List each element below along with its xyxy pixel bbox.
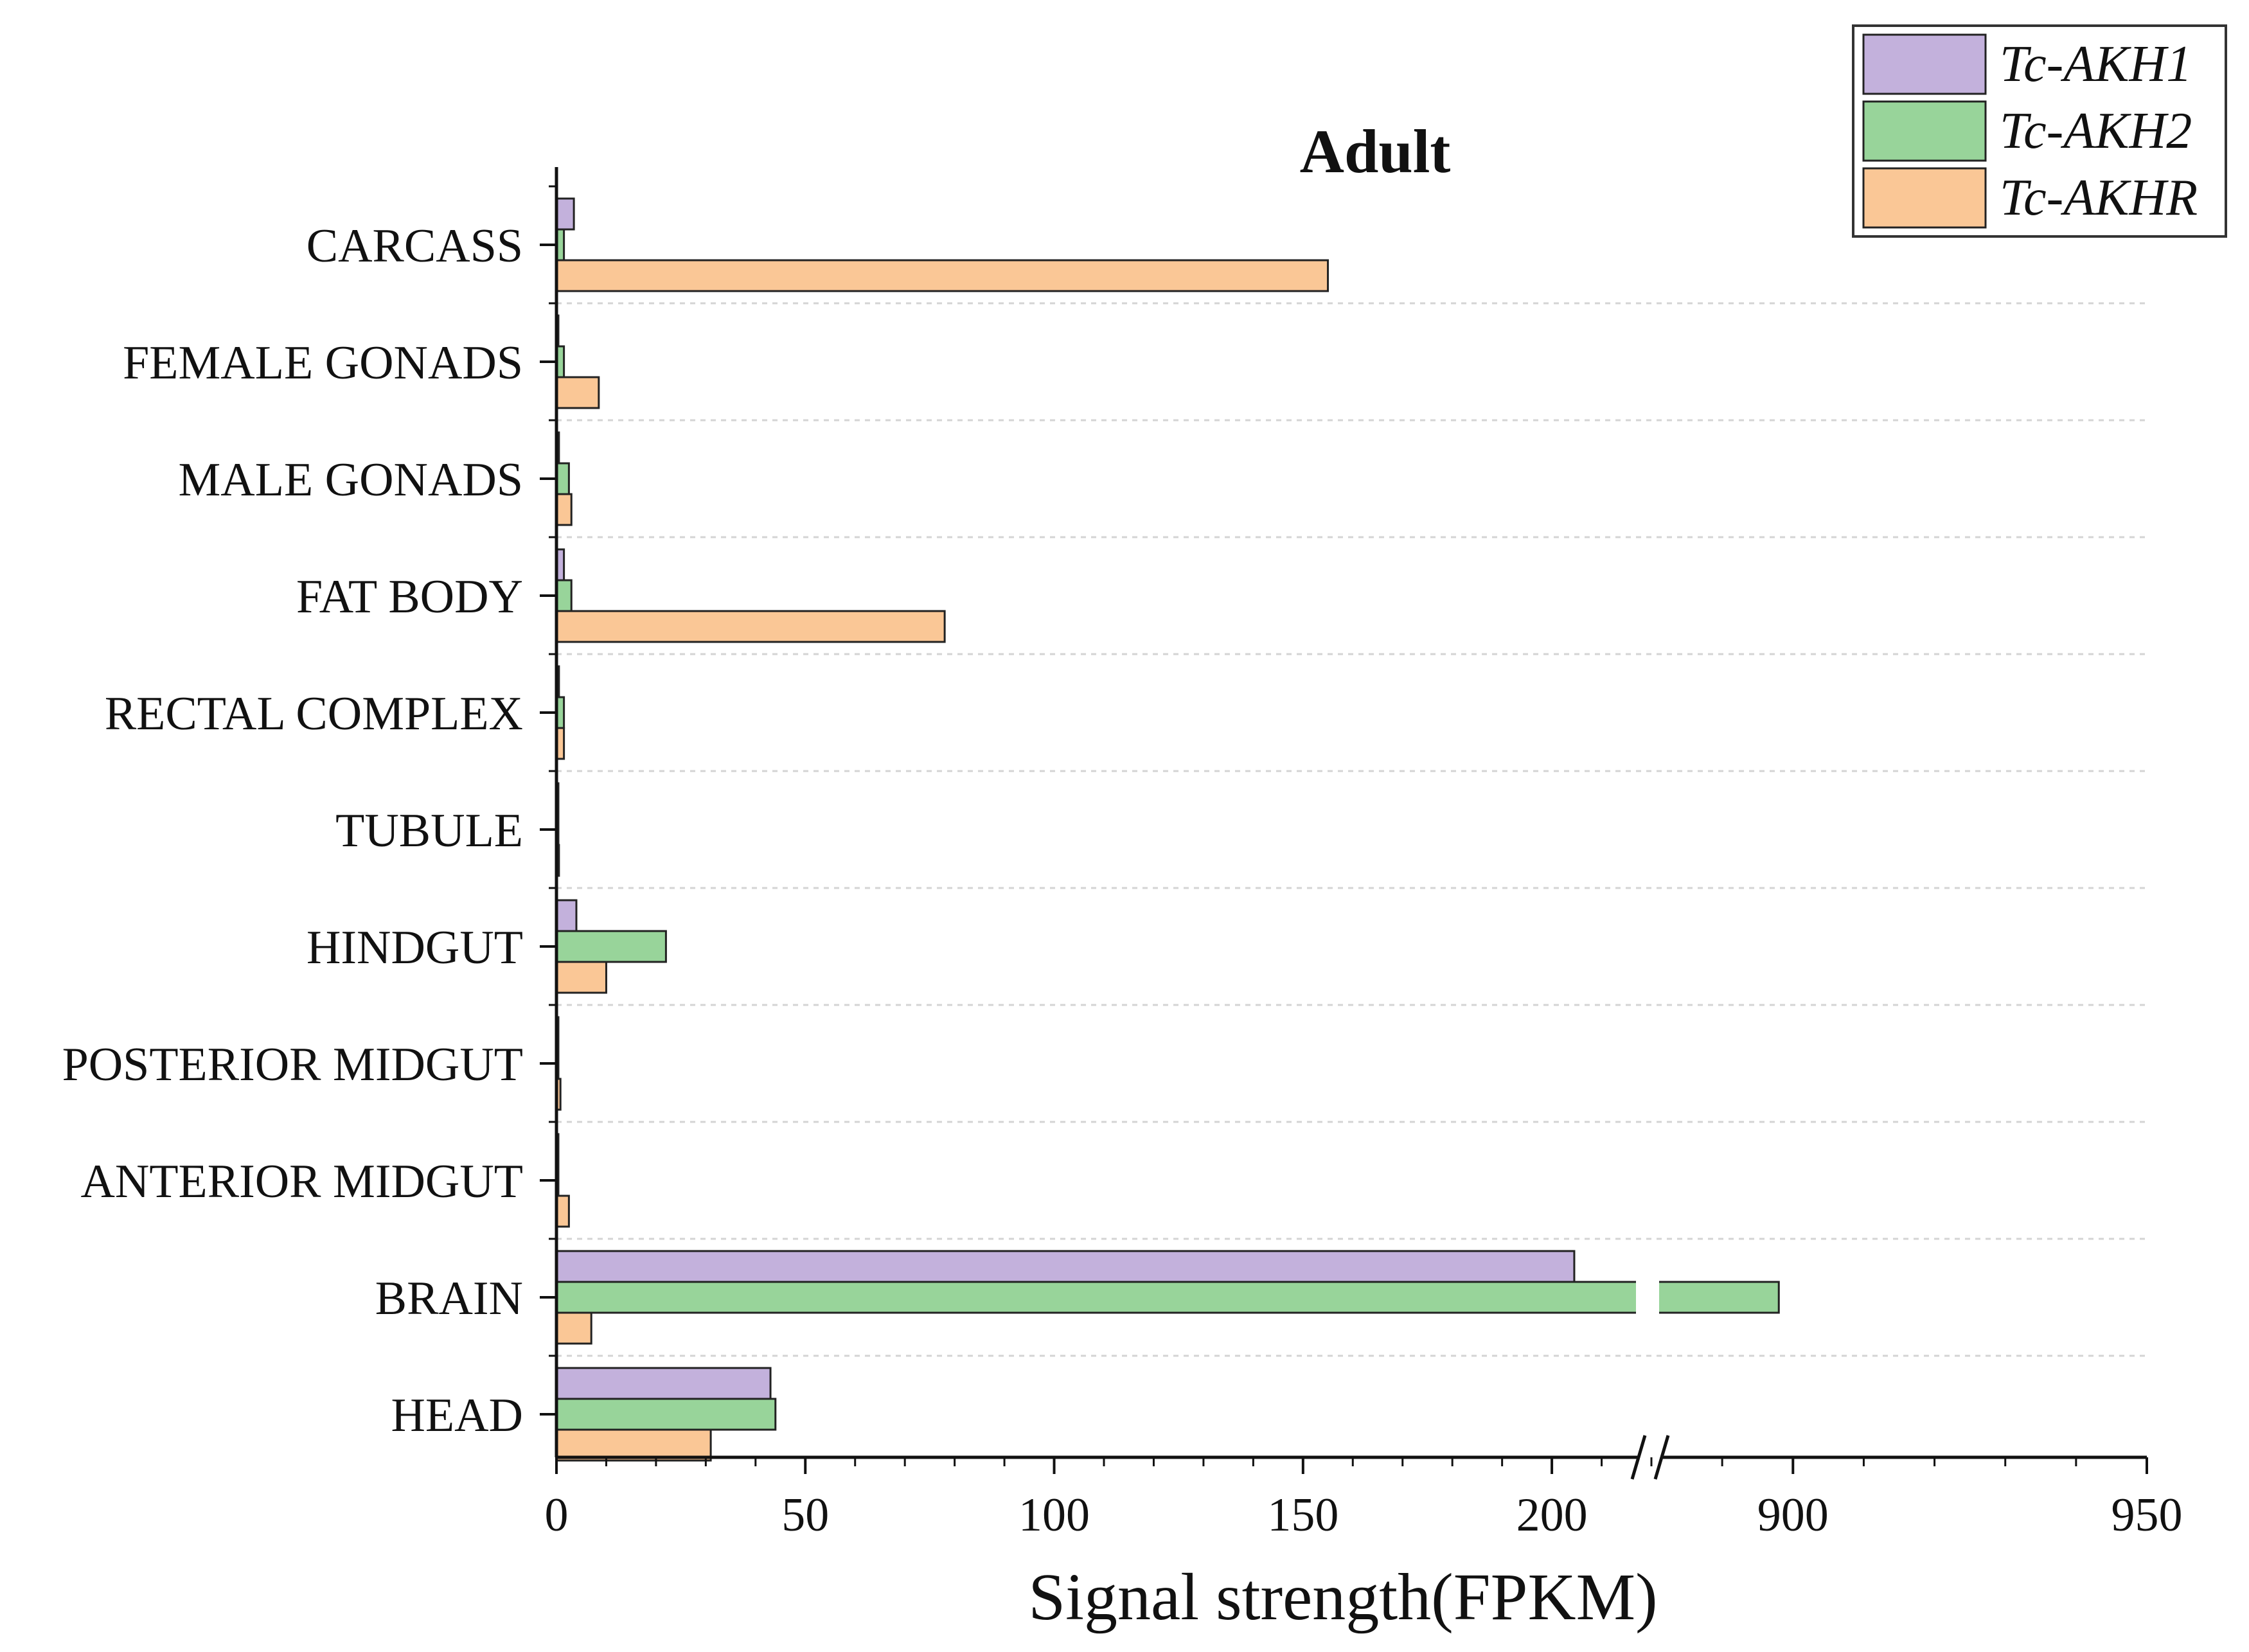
bar-tc-akhr-brain: [555, 1311, 592, 1345]
category-label: HINDGUT: [307, 921, 523, 974]
x-tick-label: 950: [2111, 1489, 2183, 1541]
category-label: CARCASS: [307, 220, 523, 272]
gridlines: [556, 302, 2147, 1357]
category-label: POSTERIOR MIDGUT: [62, 1038, 523, 1091]
category-labels: CARCASS FEMALE GONADS MALE GONADS FAT BODY R…: [62, 220, 523, 1442]
category-label: TUBULE: [335, 804, 523, 857]
break-gap-area: [1632, 167, 1660, 1452]
x-tick-label: 200: [1516, 1489, 1588, 1541]
bar-tc-akh1-carcass: [555, 197, 575, 231]
bar-tc-akhr-female-gonads: [555, 376, 600, 409]
category-label: RECTAL COMPLEX: [105, 688, 523, 740]
category-label: ANTERIOR MIDGUT: [80, 1155, 523, 1208]
category-label: HEAD: [391, 1389, 523, 1442]
category-label: BRAIN: [375, 1272, 523, 1325]
bar-tc-akh2-fat-body: [555, 579, 573, 612]
legend-swatch: [1862, 33, 1987, 95]
category-label: MALE GONADS: [179, 454, 524, 506]
bar-tc-akh1-hindgut: [555, 899, 578, 932]
x-axis-label: Signal strength(FPKM): [1028, 1560, 1657, 1634]
x-tick-label: 150: [1267, 1489, 1338, 1541]
x-tick-label: 50: [781, 1489, 829, 1541]
bar-tc-akh2-head: [555, 1398, 777, 1431]
axis-break-mark: [1630, 1435, 1647, 1480]
x-tick-label: 900: [1757, 1489, 1829, 1541]
bar-tc-akh2-brain: [555, 1281, 1780, 1314]
bar-tc-akhr-hindgut: [555, 961, 607, 994]
legend-swatch: [1862, 167, 1987, 229]
bars: [555, 167, 1780, 1462]
bar-tc-akhr-carcass: [555, 259, 1329, 292]
x-tick-label: 0: [545, 1489, 569, 1541]
x-tick-label: 100: [1018, 1489, 1090, 1541]
bar-tc-akhr-anterior-midgut: [555, 1195, 570, 1228]
bar-tc-akh1-head: [555, 1367, 772, 1400]
bar-tc-akhr-male-gonads: [555, 493, 573, 526]
legend-label: Tc-AKH2: [2000, 103, 2192, 159]
bar-break-gap: [1636, 1279, 1659, 1315]
legend: Tc-AKH1 Tc-AKH2 Tc-AKHR: [1852, 24, 2227, 238]
bar-tc-akh2-hindgut: [555, 930, 667, 963]
axes: [540, 167, 2148, 1480]
bar-tc-akh2-male-gonads: [555, 462, 570, 495]
axis-break-mark: [1653, 1435, 1670, 1480]
x-tick-labels: 0 50 100 150 200 900 950: [545, 1489, 2183, 1541]
legend-label: Tc-AKH1: [2000, 36, 2192, 93]
bar-tc-akhr-fat-body: [555, 610, 946, 643]
chart-title: Adult: [1300, 117, 1451, 186]
legend-label: Tc-AKHR: [2000, 170, 2198, 226]
bar-tc-akhr-head: [555, 1428, 712, 1462]
bar-tc-akh1-brain: [555, 1250, 1576, 1283]
category-label: FEMALE GONADS: [123, 337, 523, 389]
category-label: FAT BODY: [296, 571, 523, 623]
legend-swatch: [1862, 100, 1987, 162]
